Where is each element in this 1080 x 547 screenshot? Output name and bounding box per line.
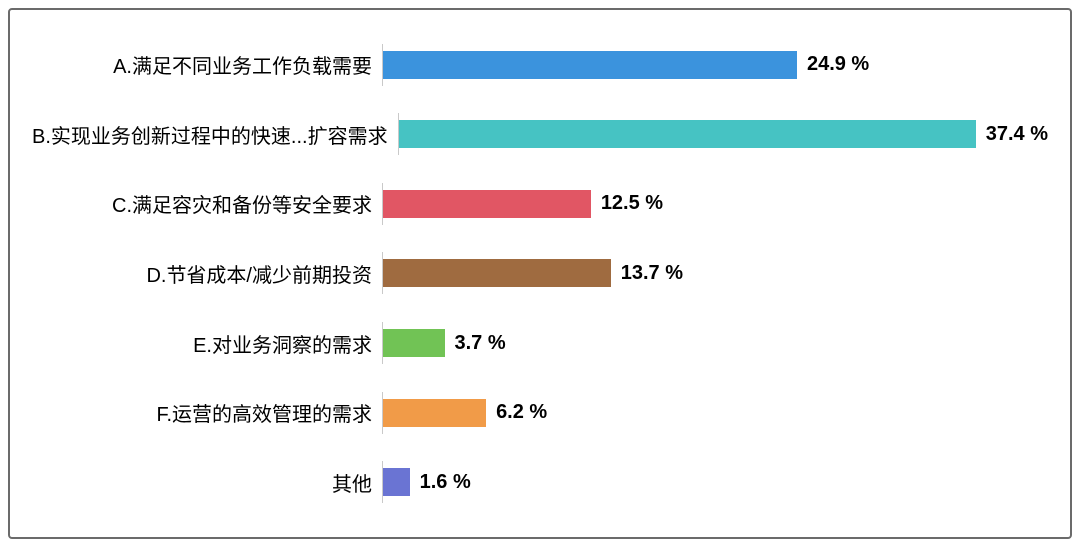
bar-row: F.运营的高效管理的需求 6.2 %	[32, 392, 1048, 434]
bar-value: 13.7 %	[611, 262, 683, 285]
bar-area: 6.2 %	[382, 392, 1048, 434]
bar-label: 其他	[32, 468, 382, 497]
bar-rect	[383, 259, 611, 287]
bar-rect	[383, 329, 445, 357]
bar-label: C.满足容灾和备份等安全要求	[32, 189, 382, 218]
bar-row: E.对业务洞察的需求 3.7 %	[32, 322, 1048, 364]
bar-label: D.节省成本/减少前期投资	[32, 259, 382, 288]
bar-value: 37.4 %	[976, 123, 1048, 146]
bar-area: 13.7 %	[382, 252, 1048, 294]
bar-label: F.运营的高效管理的需求	[32, 398, 382, 427]
bar-area: 3.7 %	[382, 322, 1048, 364]
bar-rect	[383, 190, 591, 218]
bar-rect	[399, 120, 976, 148]
bar-area: 37.4 %	[398, 113, 1048, 155]
bar-row: 其他 1.6 %	[32, 461, 1048, 503]
bar-label: E.对业务洞察的需求	[32, 329, 382, 358]
bar-row: B.实现业务创新过程中的快速...扩容需求 37.4 %	[32, 113, 1048, 155]
bar-label: B.实现业务创新过程中的快速...扩容需求	[32, 120, 398, 149]
bar-rect	[383, 51, 797, 79]
bar-row: C.满足容灾和备份等安全要求 12.5 %	[32, 183, 1048, 225]
bar-value: 3.7 %	[445, 332, 506, 355]
bar-value: 24.9 %	[797, 53, 869, 76]
bar-value: 6.2 %	[486, 401, 547, 424]
bar-value: 12.5 %	[591, 192, 663, 215]
bar-rect	[383, 468, 410, 496]
chart-frame: A.满足不同业务工作负载需要 24.9 % B.实现业务创新过程中的快速...扩容需…	[8, 8, 1072, 539]
bar-row: A.满足不同业务工作负载需要 24.9 %	[32, 44, 1048, 86]
chart-body: A.满足不同业务工作负载需要 24.9 % B.实现业务创新过程中的快速...扩容需…	[32, 30, 1048, 517]
bar-value: 1.6 %	[410, 471, 471, 494]
bar-rect	[383, 399, 486, 427]
bar-row: D.节省成本/减少前期投资 13.7 %	[32, 252, 1048, 294]
bar-area: 24.9 %	[382, 44, 1048, 86]
bar-area: 1.6 %	[382, 461, 1048, 503]
bar-label: A.满足不同业务工作负载需要	[32, 50, 382, 79]
bar-area: 12.5 %	[382, 183, 1048, 225]
